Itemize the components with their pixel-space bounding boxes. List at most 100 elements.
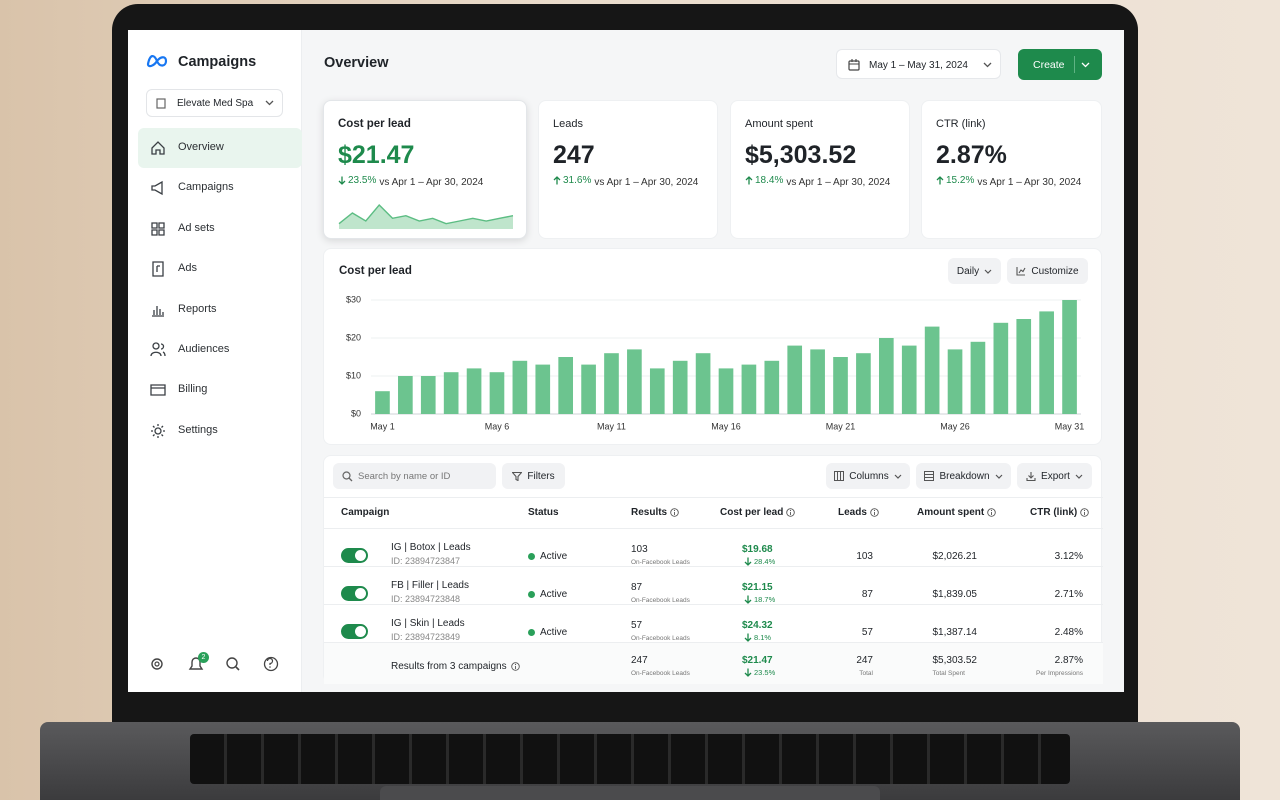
kpi-card: CTR (link) 2.87% 15.2% vs Apr 1 – Apr 30, 2… — [921, 100, 1102, 239]
amount-spent: $1,387.14 — [932, 627, 978, 638]
toggle[interactable] — [341, 586, 368, 601]
results-note: On-Facebook Leads — [631, 670, 690, 677]
cost-change: 23.5% — [744, 668, 775, 677]
search-box[interactable]: Search by name or ID — [333, 463, 496, 489]
column-header: Leads — [838, 507, 879, 518]
export-button[interactable]: Export — [1017, 463, 1092, 489]
nav-item[interactable]: Campaigns — [138, 168, 302, 208]
status: Active — [540, 627, 568, 638]
bar — [672, 360, 688, 414]
icon-path — [348, 477, 353, 482]
bar — [856, 353, 871, 414]
bar — [420, 376, 436, 414]
decoration — [266, 657, 274, 668]
icon-path — [338, 176, 346, 185]
cost-change-value: 28.4% — [754, 557, 776, 566]
decoration — [342, 471, 353, 482]
icon-path — [849, 59, 859, 65]
nav-label: Settings — [178, 423, 218, 436]
page-title: Overview — [324, 55, 389, 71]
column-header: Results — [631, 507, 679, 518]
nav-item[interactable]: Ad sets — [138, 209, 302, 249]
account-select[interactable]: Elevate Med Spa — [146, 89, 283, 117]
ctr-note: Per Impressions — [1036, 670, 1083, 677]
decoration — [156, 98, 166, 109]
nav-item[interactable]: Billing — [138, 370, 302, 410]
icon-path — [152, 261, 164, 277]
cost-per-lead: $21.15 — [742, 582, 773, 593]
daily-button[interactable]: Daily — [948, 258, 1001, 284]
change-arrow — [553, 176, 561, 185]
kpi-label: Amount spent — [745, 118, 813, 130]
leads: 57 — [861, 627, 873, 638]
info-icon — [670, 508, 679, 517]
nav-item[interactable]: Audiences — [138, 330, 302, 370]
bar — [810, 349, 825, 414]
breakdown-button[interactable]: Breakdown — [916, 463, 1011, 489]
export-label: Export — [1041, 470, 1070, 482]
info-icon — [987, 508, 996, 517]
filters-label: Filters — [527, 470, 555, 482]
icon-path — [235, 666, 240, 671]
nav-item[interactable]: Overview — [138, 128, 302, 168]
campaign-name: IG | Skin | Leads — [391, 618, 465, 629]
total-leads: 247 — [856, 655, 873, 666]
change: 23.5% — [338, 175, 376, 186]
icon-path — [837, 471, 842, 481]
cost-change: 18.7% — [744, 595, 775, 604]
cost-change-value: 8.1% — [754, 633, 772, 642]
totals-label: Results from 3 campaigns — [391, 661, 520, 672]
x-tick-label: May 31 — [1055, 421, 1085, 431]
decoration — [670, 508, 679, 517]
icon-path — [1081, 62, 1090, 68]
toggle[interactable] — [341, 624, 368, 639]
change-arrow — [744, 668, 752, 677]
campaign-name: IG | Botox | Leads — [391, 542, 471, 553]
filters-button[interactable]: Filters — [502, 463, 565, 489]
change-arrow — [936, 176, 944, 185]
customize-button[interactable]: Customize — [1007, 258, 1088, 284]
bar — [466, 368, 482, 414]
sparkline-area — [339, 205, 513, 229]
nav-item[interactable]: Settings — [138, 411, 302, 451]
kpi-change: 18.4% vs Apr 1 – Apr 30, 2024 — [745, 175, 890, 188]
icon-path — [744, 595, 752, 604]
change-value: 31.6% — [563, 175, 592, 186]
x-tick-label: May 21 — [826, 421, 856, 431]
change-value: 15.2% — [946, 175, 975, 186]
icon-path — [553, 176, 561, 185]
nav-icon — [152, 305, 164, 317]
icon-path — [188, 657, 204, 670]
column-header: Cost per lead — [720, 507, 796, 518]
date-range[interactable]: May 1 – May 31, 2024 — [836, 49, 1001, 79]
nav-item[interactable]: Reports — [138, 290, 302, 330]
bar — [375, 391, 390, 414]
decoration — [1016, 267, 1026, 276]
help-icon[interactable] — [265, 657, 275, 670]
bar — [901, 345, 917, 414]
toggle[interactable] — [341, 548, 368, 563]
results-note: On-Facebook Leads — [631, 635, 690, 642]
create-button[interactable]: Create — [1018, 49, 1102, 80]
kpi-value: $5,303.52 — [745, 141, 857, 169]
change-arrow — [744, 633, 752, 642]
cost-per-lead: $19.68 — [742, 544, 773, 555]
kpi-change: 15.2% vs Apr 1 – Apr 30, 2024 — [936, 175, 1081, 188]
decoration — [674, 509, 676, 512]
decoration — [1084, 509, 1086, 512]
keyboard — [190, 734, 1070, 784]
nav-icon — [151, 222, 165, 236]
icon-path — [512, 471, 523, 481]
info-icon — [510, 662, 520, 671]
change: 18.4% — [745, 175, 783, 186]
column-label: CTR (link) — [1030, 507, 1078, 518]
decoration — [995, 474, 1002, 479]
bar — [947, 349, 963, 414]
results-note: On-Facebook Leads — [631, 559, 690, 566]
columns-button[interactable]: Columns — [826, 463, 910, 489]
info-icon — [786, 508, 796, 517]
nav-item[interactable]: Ads — [138, 249, 302, 289]
nav-icon — [150, 342, 166, 357]
decoration — [924, 471, 935, 481]
column-label: Results — [631, 507, 668, 518]
